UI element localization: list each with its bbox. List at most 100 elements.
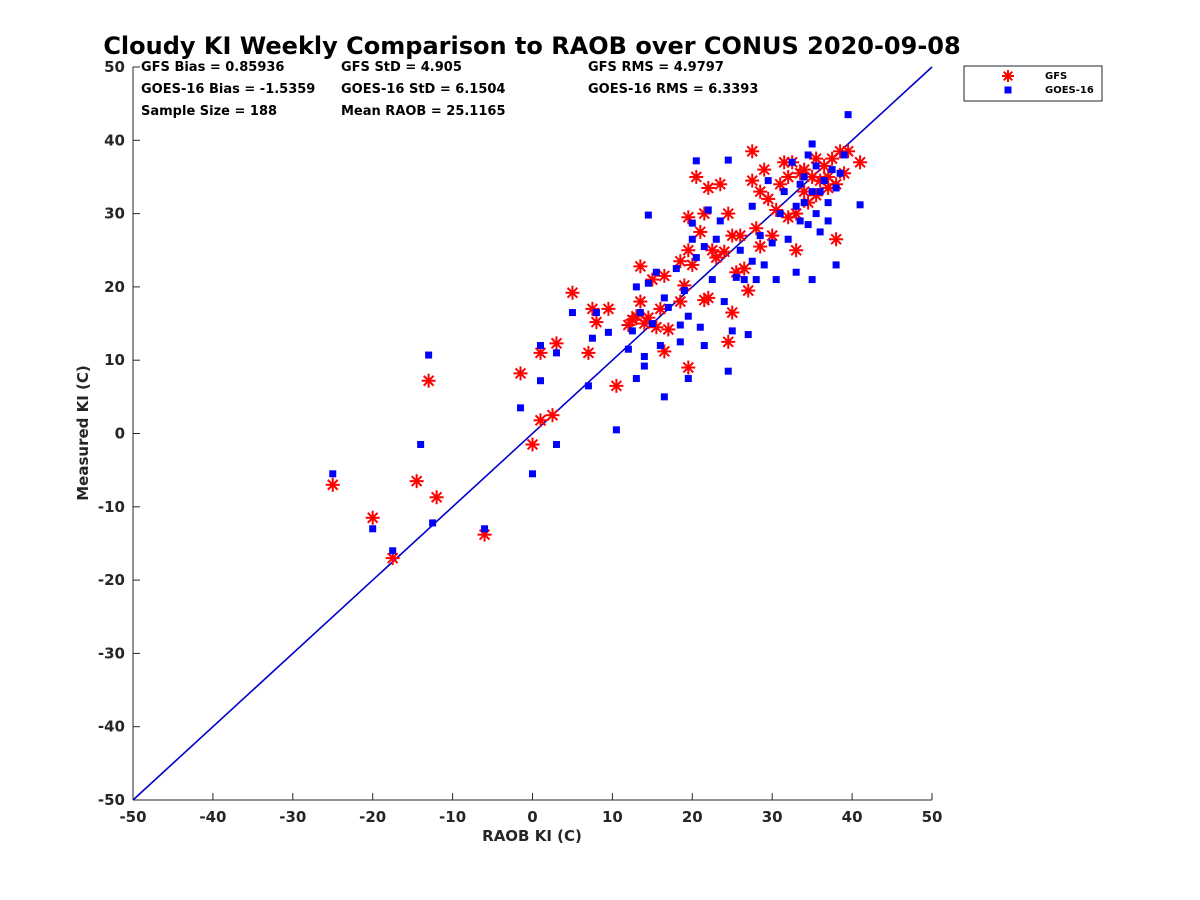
goes16-point — [684, 375, 692, 383]
gfs-point — [701, 290, 716, 305]
x-axis-label: RAOB KI (C) — [482, 827, 582, 845]
gfs-point — [761, 191, 776, 206]
stat-goes-bias: GOES-16 Bias = -1.5359 — [141, 82, 315, 97]
goes16-point — [592, 309, 600, 317]
plot-marks — [132, 66, 933, 801]
axis-ticks: -50 -40 -30 -20 -10 0 10 20 30 40 50 -50 -40 -30 -20 -1… — [98, 58, 943, 826]
goes16-point — [700, 342, 708, 350]
goes16-point — [832, 184, 840, 192]
legend-gfs-label: GFS — [1045, 71, 1067, 82]
gfs-point — [545, 408, 560, 423]
gfs-point — [525, 437, 540, 452]
goes16-point — [844, 111, 852, 119]
goes16-point — [612, 426, 620, 434]
goes16-point — [856, 201, 864, 209]
gfs-point — [693, 224, 708, 239]
x-tick-label: 50 — [922, 808, 943, 826]
gfs-point — [533, 413, 548, 428]
stat-goes-rms: GOES-16 RMS = 6.3393 — [588, 82, 758, 97]
goes16-point — [656, 342, 664, 350]
goes16-point — [828, 166, 836, 174]
goes16-point — [584, 382, 592, 390]
gfs-point — [581, 345, 596, 360]
legend: GFS GOES-16 — [963, 65, 1103, 102]
goes16-point — [692, 254, 700, 262]
goes16-point — [756, 232, 764, 240]
goes16-point — [740, 276, 748, 284]
goes16-point — [529, 470, 536, 478]
gfs-point — [753, 239, 768, 254]
goes16-point — [800, 199, 808, 207]
x-tick-label: 0 — [527, 808, 537, 826]
goes16-point — [816, 228, 824, 236]
goes16-point — [632, 283, 640, 291]
y-tick-label: -20 — [98, 571, 125, 589]
gfs-point — [429, 490, 444, 505]
gfs-point — [421, 373, 436, 388]
chart-title: Cloudy KI Weekly Comparison to RAOB over… — [103, 32, 960, 60]
gfs-point — [737, 261, 752, 276]
goes16-point — [604, 328, 612, 336]
goes16-point — [812, 162, 820, 170]
goes16-point — [816, 188, 824, 196]
y-tick-label: -10 — [98, 498, 125, 516]
goes16-point — [840, 151, 848, 159]
goes16-point — [748, 257, 756, 265]
legend-gfs-marker — [1002, 70, 1014, 82]
goes16-point — [736, 246, 744, 254]
gfs-point — [589, 315, 604, 330]
goes16-point — [792, 268, 800, 276]
goes16-point — [812, 210, 820, 218]
one-to-one-line — [132, 66, 933, 801]
goes16-point — [716, 217, 724, 225]
gfs-point — [789, 206, 804, 221]
goes16-point — [648, 320, 656, 328]
goes16-point — [708, 276, 716, 284]
goes16-point — [624, 345, 632, 353]
gfs-point — [685, 257, 700, 272]
goes16-point — [676, 338, 684, 346]
gfs-point — [781, 169, 796, 184]
goes16-point — [804, 221, 812, 229]
goes16-point — [329, 470, 337, 478]
y-tick-label: -30 — [98, 644, 125, 662]
stat-gfs-std: GFS StD = 4.905 — [341, 60, 462, 75]
y-tick-label: 10 — [104, 351, 125, 369]
legend-goes-label: GOES-16 — [1045, 85, 1094, 96]
goes16-point — [636, 309, 644, 317]
goes16-point — [796, 217, 804, 225]
goes16-point — [481, 525, 489, 533]
gfs-point — [565, 285, 580, 300]
stat-goes-std: GOES-16 StD = 6.1504 — [341, 82, 505, 97]
x-tick-label: 30 — [762, 808, 783, 826]
gfs-point — [725, 305, 740, 320]
goes16-point — [732, 273, 740, 281]
goes16-point — [744, 331, 752, 339]
gfs-point — [633, 259, 648, 274]
gfs-point — [745, 144, 760, 159]
goes16-point — [724, 367, 732, 375]
goes16-point — [680, 287, 688, 295]
x-tick-label: -50 — [119, 808, 146, 826]
legend-box — [963, 65, 1103, 102]
gfs-point — [829, 232, 844, 247]
goes16-point — [780, 188, 788, 196]
goes16-point — [588, 334, 596, 342]
gfs-point — [673, 254, 688, 269]
y-axis-label: Measured KI (C) — [74, 365, 92, 501]
y-tick-label: 50 — [104, 58, 125, 76]
gfs-point — [661, 322, 676, 337]
goes16-point — [676, 321, 684, 329]
gfs-point — [709, 250, 724, 265]
gfs-point — [745, 173, 760, 188]
x-tick-label: -40 — [199, 808, 226, 826]
x-tick-label: 10 — [602, 808, 623, 826]
gfs-point — [365, 510, 380, 525]
goes16-point — [832, 261, 840, 269]
gfs-point — [825, 151, 840, 166]
x-tick-label: 20 — [682, 808, 703, 826]
gfs-point — [325, 477, 340, 492]
goes16-point — [688, 219, 696, 227]
gfs-point — [673, 294, 688, 309]
goes16-point — [784, 235, 792, 243]
